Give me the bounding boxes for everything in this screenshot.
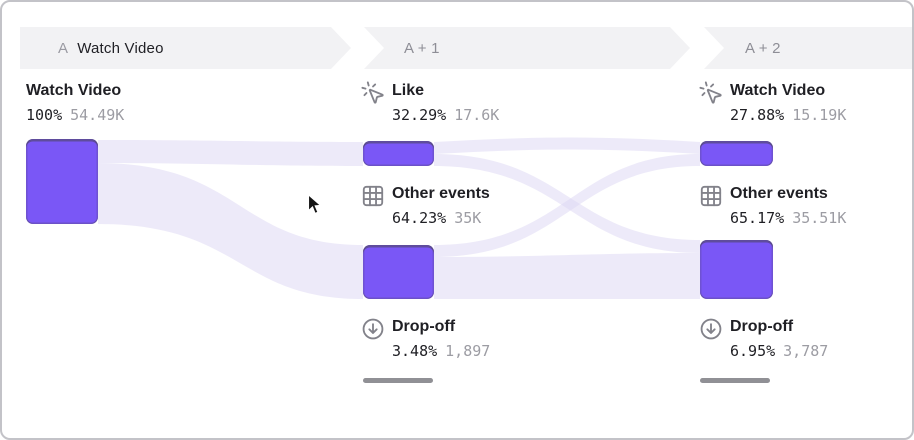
flow-link-watchvideo-like[interactable] (98, 140, 363, 166)
event-item-other-events-a1[interactable]: Other events 64.23% 35K (360, 183, 490, 229)
mouse-cursor (307, 193, 323, 221)
event-count: 3,787 (783, 342, 829, 360)
event-count: 35K (454, 209, 482, 227)
event-item-watch-video-a[interactable]: Watch Video 100% 54.49K (26, 80, 124, 126)
drop-off-icon (698, 316, 724, 342)
event-label: Other events (730, 185, 828, 202)
event-percent: 27.88% (730, 106, 785, 124)
node-watch-video-a[interactable] (26, 139, 98, 224)
event-item-drop-off-a1[interactable]: Drop-off 3.48% 1,897 (360, 316, 490, 362)
event-percent: 100% (26, 106, 63, 124)
node-drop-off-a1[interactable] (363, 378, 433, 383)
event-label: Watch Video (26, 82, 122, 99)
event-percent: 32.29% (392, 106, 447, 124)
event-label: Drop-off (392, 318, 456, 335)
event-percent: 65.17% (730, 209, 785, 227)
drop-off-icon (360, 316, 386, 342)
event-item-other-events-a2[interactable]: Other events 65.17% 35.51K (698, 183, 846, 229)
step-header-a-plus-1[interactable]: A + 1 (364, 27, 690, 69)
event-count: 1,897 (445, 342, 491, 360)
event-percent: 3.48% (392, 342, 438, 360)
step-header-a-plus-2[interactable]: A + 2 (704, 27, 912, 69)
node-watch-video-a2[interactable] (700, 141, 773, 166)
event-label: Watch Video (730, 82, 826, 99)
event-count: 54.49K (70, 106, 125, 124)
event-item-drop-off-a2[interactable]: Drop-off 6.95% 3,787 (698, 316, 828, 362)
grid-icon (698, 183, 724, 209)
node-drop-off-a2[interactable] (700, 378, 770, 383)
step-label: Watch Video (77, 39, 164, 57)
node-other-events-a2[interactable] (700, 240, 773, 299)
grid-icon (360, 183, 386, 209)
click-icon (698, 80, 724, 106)
event-item-watch-video-a2[interactable]: Watch Video 27.88% 15.19K (698, 80, 846, 126)
step-label: A + 2 (745, 39, 781, 57)
event-count: 35.51K (792, 209, 847, 227)
flow-link-like-watchvideo2[interactable] (434, 137, 700, 155)
node-like-a1[interactable] (363, 141, 434, 166)
flow-link-otherevents-watchvideo2[interactable] (434, 154, 700, 257)
event-percent: 6.95% (730, 342, 776, 360)
step-label: A + 1 (404, 39, 440, 57)
event-label: Drop-off (730, 318, 794, 335)
click-icon (360, 80, 386, 106)
flow-link-watchvideo-otherevents[interactable] (98, 163, 363, 299)
event-count: 17.6K (454, 106, 500, 124)
event-item-like[interactable]: Like 32.29% 17.6K (360, 80, 499, 126)
event-label: Like (392, 82, 425, 99)
step-letter: A (58, 39, 69, 57)
step-header-a[interactable]: A Watch Video (20, 27, 351, 69)
event-label: Other events (392, 185, 490, 202)
flow-link-otherevents-otherevents2[interactable] (434, 253, 700, 299)
node-other-events-a1[interactable] (363, 245, 434, 299)
event-count: 15.19K (792, 106, 847, 124)
event-percent: 64.23% (392, 209, 447, 227)
